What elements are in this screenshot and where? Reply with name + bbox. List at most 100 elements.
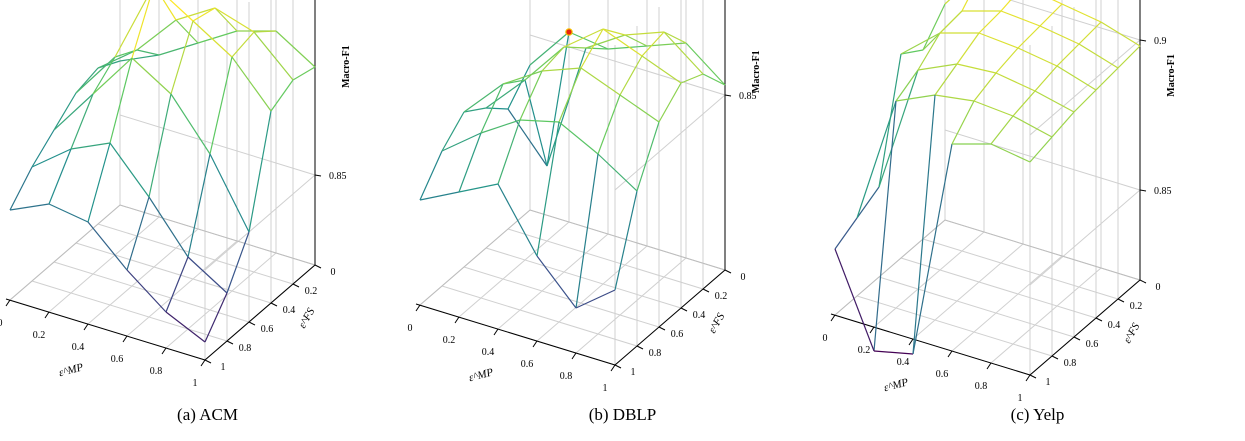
surface-edge <box>585 47 609 50</box>
x-tick <box>122 335 128 343</box>
surface-edge <box>614 190 638 291</box>
surface-edge <box>663 31 687 44</box>
surface-edge <box>575 153 599 309</box>
surface-edge <box>961 0 969 12</box>
y-tick-label: 0.6 <box>1086 339 1099 350</box>
x-tick <box>947 350 953 358</box>
grid-line <box>126 240 238 337</box>
surface-plot-dblp: 0 0.2 0.4 0.6 0.8 1 0 0.2 0.4 0.6 0.8 1 0.85 ε^MP ε^FS… <box>408 0 762 394</box>
surface-edge <box>209 56 233 155</box>
surface-edge <box>204 292 228 343</box>
surface-edge <box>463 107 487 113</box>
surface-edge <box>126 269 167 313</box>
surface-edge <box>165 256 189 313</box>
surface-edge <box>1073 89 1097 113</box>
surface-edge <box>165 311 206 343</box>
surface-edge <box>602 28 626 36</box>
y-tick <box>658 326 666 331</box>
surface-edge <box>480 83 504 134</box>
y-tick <box>204 359 212 364</box>
grid-line <box>97 223 294 285</box>
surface-edge <box>458 183 499 193</box>
surface-edge <box>53 92 77 131</box>
x-axis-label: ε^MP <box>883 376 910 394</box>
x-tick <box>571 352 577 360</box>
y-tick-label: 0.6 <box>261 324 274 335</box>
surface-edge <box>162 0 177 21</box>
grid-line <box>529 34 727 191</box>
x-tick-label: 0.8 <box>975 381 988 392</box>
surface-edge <box>209 153 250 233</box>
surface-edge <box>253 30 277 33</box>
surface-edge <box>619 94 660 123</box>
surface-edge <box>939 10 963 34</box>
surface-edge <box>602 28 643 57</box>
surface-edge <box>580 67 621 96</box>
surface-edge <box>109 57 133 144</box>
max-point-marker <box>565 28 573 36</box>
surface-edge <box>270 79 294 112</box>
y-tick-label: 0 <box>331 267 336 278</box>
y-tick <box>314 264 322 269</box>
surface-edge <box>48 148 72 205</box>
surface-edge <box>917 63 958 71</box>
surface-edge <box>995 72 1036 92</box>
grid-line <box>458 221 570 318</box>
surface-edge <box>170 93 211 155</box>
surface-edge <box>934 63 958 96</box>
surface-edge <box>1117 45 1141 69</box>
surface-edge <box>226 231 250 294</box>
surface-edge <box>646 42 687 47</box>
y-tick-label: 0.8 <box>1064 358 1077 369</box>
surface-edge <box>214 7 255 33</box>
surface-edge <box>1029 136 1053 163</box>
surface-edge <box>558 121 599 155</box>
surface-edge <box>1039 3 1063 27</box>
surface-edge <box>624 34 648 47</box>
surface-edge <box>558 67 582 123</box>
x-tick-label: 0 <box>408 323 413 334</box>
y-axis-label: ε^FS <box>296 306 317 331</box>
surface-plot-yelp: 0 0.2 0.4 0.6 0.8 1 0 0.2 0.4 0.6 0.8 1 0.85 0.9 ε^MP ε… <box>823 0 1177 404</box>
surface-edge <box>31 129 55 168</box>
surface-edge <box>873 100 897 352</box>
surface-edge <box>192 7 216 22</box>
surface-edge <box>497 183 538 257</box>
surface-edge <box>231 31 255 58</box>
surface-edge <box>1095 67 1119 91</box>
y-tick-label: 1 <box>1046 377 1051 388</box>
x-tick-label: 0.6 <box>936 369 949 380</box>
surface-edge <box>597 153 638 192</box>
surface-edge <box>31 148 72 168</box>
y-tick <box>1029 374 1037 379</box>
surface-edge <box>585 34 626 49</box>
caption-acm: (a) ACM <box>177 405 238 424</box>
surface-edge <box>575 289 616 309</box>
x-tick-label: 1 <box>603 383 608 394</box>
surface-edge <box>192 20 233 58</box>
surface-edge <box>214 7 238 32</box>
surface-edge <box>834 248 875 352</box>
surface-edge <box>624 31 665 36</box>
surface-edge <box>97 49 138 69</box>
x-axis-line <box>415 303 616 366</box>
surface-edge <box>951 100 975 145</box>
surface-edge <box>934 94 975 102</box>
surface-edge <box>878 69 919 188</box>
y-tick <box>680 307 688 312</box>
surface-edge <box>1017 47 1058 67</box>
grid-line <box>944 129 1142 286</box>
x-tick <box>415 304 421 312</box>
surface-edge <box>1000 10 1041 27</box>
surface-edge <box>546 47 587 167</box>
surface-edge <box>507 64 531 110</box>
x-tick <box>830 314 836 322</box>
y-tick <box>292 283 300 288</box>
surface-edge <box>175 7 216 21</box>
surface-edge <box>9 203 50 211</box>
z-tick <box>314 174 322 177</box>
x-tick-label: 0.2 <box>858 345 871 356</box>
surface-edge <box>680 73 704 84</box>
surface-edge <box>92 56 116 95</box>
grid-line <box>951 255 1063 352</box>
